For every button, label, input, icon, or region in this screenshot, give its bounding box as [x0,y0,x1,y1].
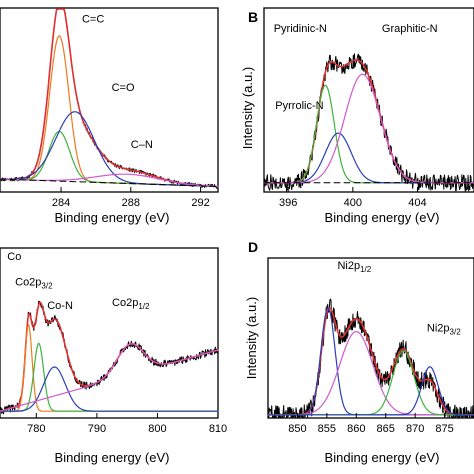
panel-b-x-tick-label: 400 [344,197,362,209]
panel-d-x-tick-label: 855 [318,423,336,435]
panel-b-curves [263,53,474,192]
panel-d-peak-annotation: Ni2p1/2 [337,260,371,274]
panel-c-annotations: Co Co2p3/2 Co-N Co2p1/2 [7,251,150,312]
panel-c-component-curve-2 [0,324,219,412]
panel-a-annotations: C=C C=O C–N [82,14,153,151]
panel-d-x-tick-label: 870 [406,423,424,435]
panel-c-peak-annotation: Co2p3/2 [15,276,53,290]
panel-b-x-ticks: 396 400 404 [279,187,427,209]
panel-d-x-tick-label: 875 [435,423,453,435]
panel-a-x-axis-label: Binding energy (eV) [55,210,170,225]
panel-b-annotations: Pyridinic-N Graphitic-N Pyrrolic-N [274,23,438,112]
panel-c-curves [0,300,219,415]
panel-a-x-tick-label: 284 [52,197,70,209]
panel-a-peak-annotation: C=O [112,82,135,94]
panel-a-x-tick-label: 288 [122,197,140,209]
panel-b-label: B [248,9,258,25]
panel-b-x-axis-label: Binding energy (eV) [325,210,440,225]
panel-a-x-ticks: 284 288 292 [52,187,210,209]
panel-b-component-curve-3 [263,132,474,184]
panel-b-plot-frame [263,7,474,193]
panel-b-peak-annotation: Pyrrolic-N [275,100,323,112]
panel-c-component-curve-4 [0,366,219,412]
panel-d-y-axis-label: Intensity (a.u.) [244,297,259,379]
panel-a-peak-annotation: C–N [131,139,153,151]
panel-b-n1s-spectrum: B 396 400 404 Pyridinic-N Graphitic-N Pyrrol… [240,7,474,225]
panel-d-x-ticks: 850 855 860 865 870 875 [288,413,454,435]
panel-b-x-tick-label: 404 [408,197,426,209]
panel-a-plot-frame [0,7,219,193]
panel-a-x-tick-label: 292 [191,197,209,209]
panel-b-fit-curve-1 [263,59,474,184]
panel-c-component-curve-3 [0,342,219,412]
panel-c-peak-annotation: Co-N [47,300,73,312]
panel-d-x-tick-label: 860 [347,423,365,435]
panel-c-x-ticks: 780 790 800 810 [27,413,227,435]
panel-b-peak-annotation: Graphitic-N [382,23,438,35]
panel-c-x-tick-label: 800 [148,423,166,435]
panel-c-x-tick-label: 790 [88,423,106,435]
panel-b-x-tick-label: 396 [279,197,297,209]
panel-c-fit-curve-1 [0,301,219,412]
panel-a-peak-annotation: C=C [82,14,104,26]
panel-c-peak-annotation: Co [7,251,21,263]
panel-c-plot-frame [0,247,219,419]
panel-d-peak-annotation: Ni2p3/2 [427,323,461,337]
panel-d-plot-frame [267,257,474,419]
panel-d-x-tick-label: 850 [288,423,306,435]
panel-c-x-tick-label: 810 [209,423,227,435]
panel-d-x-axis-label: Binding energy (eV) [325,450,440,465]
panel-d-x-tick-label: 865 [377,423,395,435]
panel-a-component-curve-3 [0,130,219,188]
panel-d-component-curve-5 [267,366,474,416]
panel-a-baseline-curve-6 [0,178,219,187]
panel-a-curves [0,8,219,189]
panel-d-label: D [248,239,258,255]
panel-a-component-curve-2 [0,35,219,188]
panel-c-data-curve-0 [0,300,219,415]
panel-c-x-axis-label: Binding energy (eV) [55,450,170,465]
panel-d-annotations: Ni2p1/2 Ni2p3/2 [337,260,461,336]
panel-b-component-curve-4 [263,73,474,184]
panel-d-curves [267,298,474,418]
panel-c-x-tick-label: 780 [27,423,45,435]
panel-c-peak-annotation: Co2p1/2 [112,297,150,311]
panel-c-co2p-spectrum: 780 790 800 810 Co Co2p3/2 Co-N Co2p1/2 Bindin… [0,247,227,465]
panel-d-ni2p-spectrum: D 850 855 860 865 870 875 Ni2p1/2 Ni2p3/2 Inte… [244,239,474,465]
panel-b-peak-annotation: Pyridinic-N [274,23,327,35]
panel-c-component-curve-5 [0,343,219,412]
panel-a-c1s-spectrum: 284 288 292 C=C C=O C–N Binding energy (eV) [0,7,219,225]
panel-b-y-axis-label: Intensity (a.u.) [240,67,255,149]
